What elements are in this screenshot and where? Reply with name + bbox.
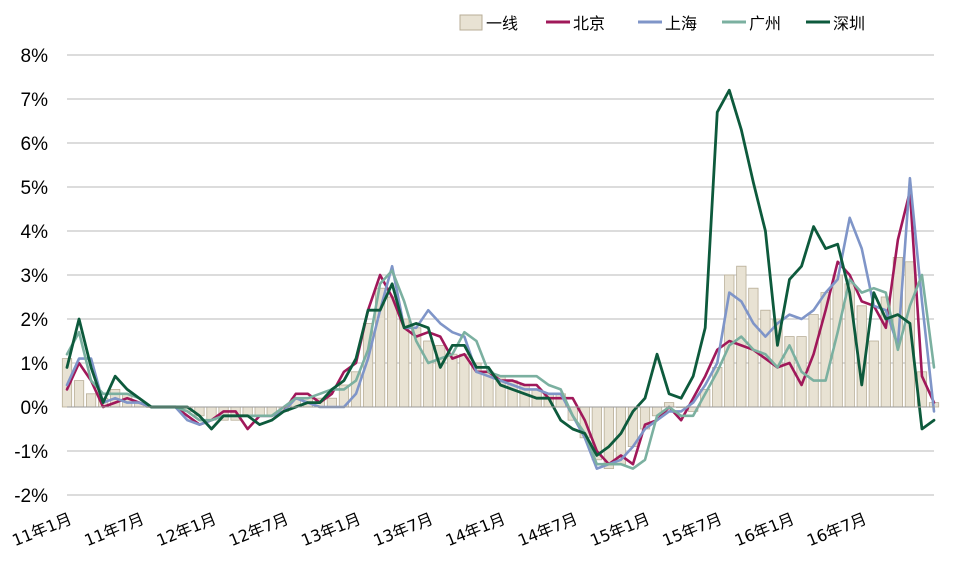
y-tick-label: 6% [21, 134, 49, 155]
x-tick-label: 13年1月 [298, 509, 363, 550]
y-tick-label: -2% [14, 486, 48, 507]
x-tick-label: 15年7月 [660, 509, 725, 550]
legend-swatch-yixian [459, 14, 483, 31]
bar [399, 318, 410, 408]
x-tick-label: 11年7月 [82, 509, 147, 550]
x-tick-label: 15年1月 [587, 509, 652, 550]
bar [423, 340, 434, 408]
y-axis-ticks: 8% 7% 6% 5% 4% 3% 2% 1% 0% -1% -2% [14, 46, 48, 507]
legend-label-yixian: 一线 [486, 14, 518, 33]
y-tick-label: 1% [21, 354, 49, 375]
x-axis: 11年1月 11年7月 12年1月 12年7月 13年1月 13年7月 14年1月 14年7月… [9, 406, 934, 550]
bar [73, 380, 85, 408]
x-tick-label: 12年7月 [226, 509, 291, 550]
y-tick-label: 0% [21, 398, 49, 419]
bar [868, 340, 879, 408]
legend-label-beijing: 北京 [573, 14, 605, 33]
bar [447, 353, 458, 408]
bar [254, 406, 265, 417]
line-series [65, 88, 936, 470]
bar [85, 393, 97, 408]
y-tick-label: 5% [21, 178, 49, 199]
x-tick-label: 12年1月 [154, 509, 219, 550]
x-tick-label: 14年7月 [515, 509, 580, 550]
series-line-shenzhen [65, 88, 936, 457]
legend-label-shanghai: 上海 [665, 14, 697, 33]
bar [326, 397, 338, 408]
legend: 一线 北京 上海 广州 深圳 [459, 14, 865, 33]
series-line-shanghai [65, 176, 936, 470]
x-tick-label: 16年7月 [804, 509, 869, 550]
gridlines [67, 54, 934, 496]
y-tick-label: 4% [21, 222, 49, 243]
y-tick-label: 3% [21, 266, 49, 287]
legend-label-shenzhen: 深圳 [833, 14, 865, 33]
y-tick-label: 7% [21, 90, 49, 111]
legend-label-guangzhou: 广州 [749, 14, 781, 33]
x-tick-label: 14年1月 [443, 509, 508, 550]
series-line-guangzhou [65, 269, 936, 470]
x-tick-label: 11年1月 [9, 509, 74, 550]
x-tick-label: 16年1月 [732, 509, 797, 550]
y-tick-label: -1% [14, 442, 48, 463]
bar [459, 353, 470, 408]
y-tick-label: 2% [21, 310, 49, 331]
x-tick-label: 13年7月 [371, 509, 436, 550]
bar [387, 296, 398, 408]
y-tick-label: 8% [21, 46, 49, 67]
